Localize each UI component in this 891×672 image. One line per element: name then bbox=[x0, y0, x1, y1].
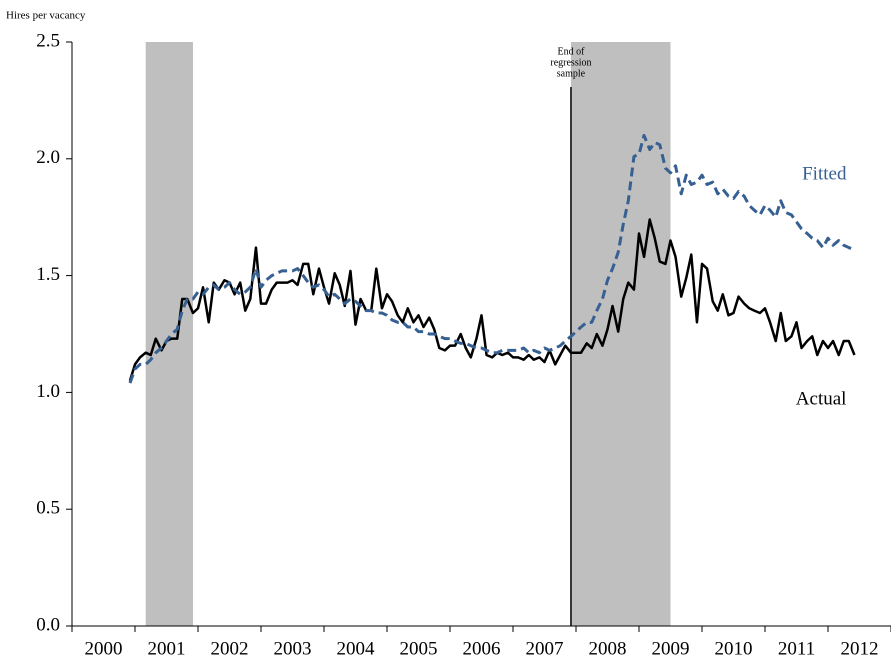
recession-shade bbox=[145, 42, 193, 626]
x-tick-label: 2011 bbox=[778, 638, 815, 659]
annotation-text: End of bbox=[557, 46, 585, 57]
x-tick-label: 2008 bbox=[589, 638, 627, 659]
x-tick-label: 2005 bbox=[400, 638, 438, 659]
x-tick-label: 2009 bbox=[652, 638, 690, 659]
x-tick-label: 2007 bbox=[526, 638, 564, 659]
annotation-text: regression bbox=[550, 57, 591, 68]
x-tick-label: 2004 bbox=[337, 638, 376, 659]
legend-label: Actual bbox=[796, 388, 847, 409]
x-tick-label: 2002 bbox=[211, 638, 249, 659]
annotation-text: sample bbox=[557, 68, 586, 79]
x-tick-label: 2012 bbox=[841, 638, 879, 659]
x-tick-label: 2003 bbox=[274, 638, 312, 659]
x-tick-label: 2010 bbox=[715, 638, 753, 659]
recession-shade bbox=[570, 42, 671, 626]
x-tick-label: 2001 bbox=[148, 638, 186, 659]
x-tick-label: 2000 bbox=[85, 638, 123, 659]
y-tick-label: 1.5 bbox=[36, 264, 60, 285]
y-axis-label: Hires per vacancy bbox=[6, 10, 86, 22]
y-tick-label: 0.0 bbox=[36, 614, 60, 635]
y-tick-label: 2.5 bbox=[36, 30, 60, 51]
y-tick-label: 1.0 bbox=[36, 381, 60, 402]
x-tick-label: 2006 bbox=[463, 638, 501, 659]
legend-label: Fitted bbox=[802, 163, 847, 184]
y-tick-label: 0.5 bbox=[36, 498, 60, 519]
series-line bbox=[128, 218, 856, 382]
y-tick-label: 2.0 bbox=[36, 147, 60, 168]
series-line bbox=[128, 133, 856, 384]
